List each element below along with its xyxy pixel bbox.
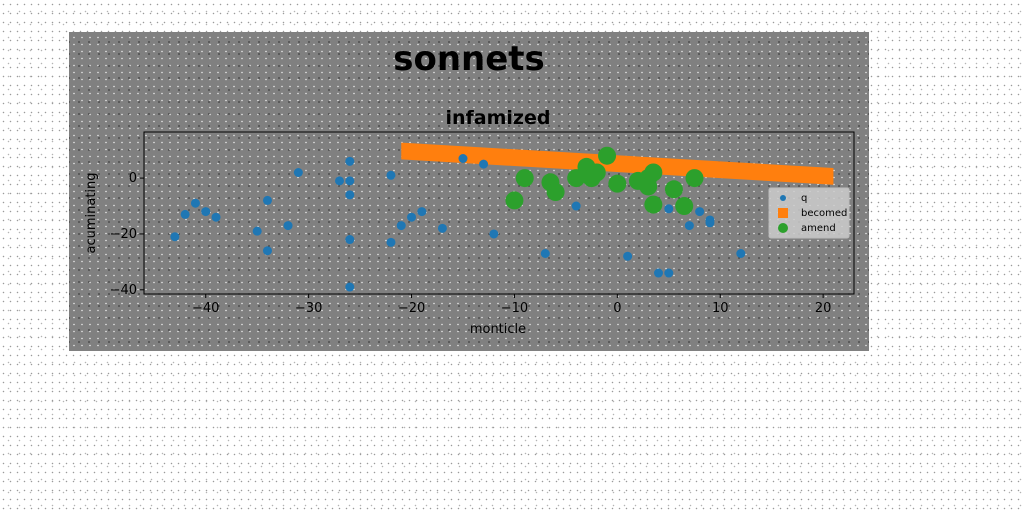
point-q [479, 159, 489, 169]
point-q [458, 154, 468, 164]
chart-suptitle: sonnets [393, 39, 545, 79]
point-q [262, 246, 272, 256]
point-q [345, 156, 355, 166]
series-layer [170, 142, 834, 292]
point-amend [644, 195, 663, 214]
band-becomed [401, 142, 834, 185]
chart-figure: sonnets infamized −40 −30 −20 −10 0 10 20 −40−… [69, 32, 869, 351]
chart-canvas: sonnets infamized −40 −30 −20 −10 0 10 20 −40−… [84, 39, 855, 337]
point-amend [587, 163, 606, 182]
plot-area [143, 131, 855, 295]
point-q [417, 207, 427, 217]
x-axis-ticks: −40 −30 −20 −10 0 10 20 [192, 294, 831, 316]
point-q [684, 221, 694, 231]
series-q [170, 154, 746, 292]
point-q [386, 170, 396, 180]
point-q [345, 235, 355, 245]
point-q [664, 268, 674, 278]
point-q [262, 195, 272, 205]
point-q [335, 176, 345, 186]
point-q [540, 249, 550, 258]
legend-marker-amend [778, 223, 788, 233]
x-tick-label: 0 [613, 301, 621, 316]
legend-box [768, 187, 850, 239]
point-q [180, 209, 190, 219]
x-tick-label: −30 [295, 301, 322, 316]
point-q [190, 198, 200, 208]
legend: q becomed amend [768, 187, 850, 239]
point-amend [505, 191, 524, 210]
point-q [489, 229, 499, 239]
y-axis-label: acuminating [84, 172, 99, 253]
point-q [386, 237, 396, 247]
y-tick-label: 0 [129, 171, 137, 186]
point-q [705, 218, 715, 228]
x-tick-label: 20 [815, 301, 832, 316]
x-tick-label: −20 [398, 301, 425, 316]
point-amend [644, 163, 663, 182]
x-tick-label: −10 [501, 301, 528, 316]
point-q [345, 176, 355, 186]
point-q [396, 221, 406, 231]
series-amend [505, 146, 704, 216]
point-q [437, 223, 447, 233]
point-amend [598, 146, 617, 165]
point-q [345, 282, 355, 292]
point-amend [515, 169, 534, 188]
y-axis-ticks: −40 −20 0 [110, 171, 144, 298]
point-q [345, 190, 355, 200]
legend-marker-q [780, 195, 786, 201]
point-amend [608, 174, 627, 193]
chart-title: infamized [446, 107, 551, 129]
point-q [736, 249, 746, 258]
point-q [653, 268, 663, 278]
point-amend [664, 180, 683, 199]
point-q [407, 212, 417, 222]
legend-label-becomed: becomed [801, 208, 847, 219]
legend-marker-becomed [778, 208, 788, 218]
legend-label-q: q [801, 193, 807, 204]
point-q [170, 232, 180, 242]
x-tick-label: 10 [712, 301, 729, 316]
point-q [211, 212, 221, 222]
point-amend [639, 177, 658, 196]
point-q [283, 221, 293, 231]
point-q [695, 207, 705, 217]
point-q [293, 168, 303, 177]
point-amend [685, 169, 704, 188]
x-axis-label: monticle [470, 322, 526, 337]
point-q [664, 204, 674, 214]
point-amend [675, 197, 694, 216]
x-tick-label: −40 [192, 301, 219, 316]
point-q [252, 226, 262, 236]
point-q [623, 251, 633, 261]
point-q [571, 201, 581, 211]
point-amend [546, 183, 565, 202]
point-q [201, 207, 211, 217]
y-tick-label: −20 [110, 227, 137, 242]
legend-label-amend: amend [801, 223, 836, 234]
y-tick-label: −40 [110, 283, 137, 298]
